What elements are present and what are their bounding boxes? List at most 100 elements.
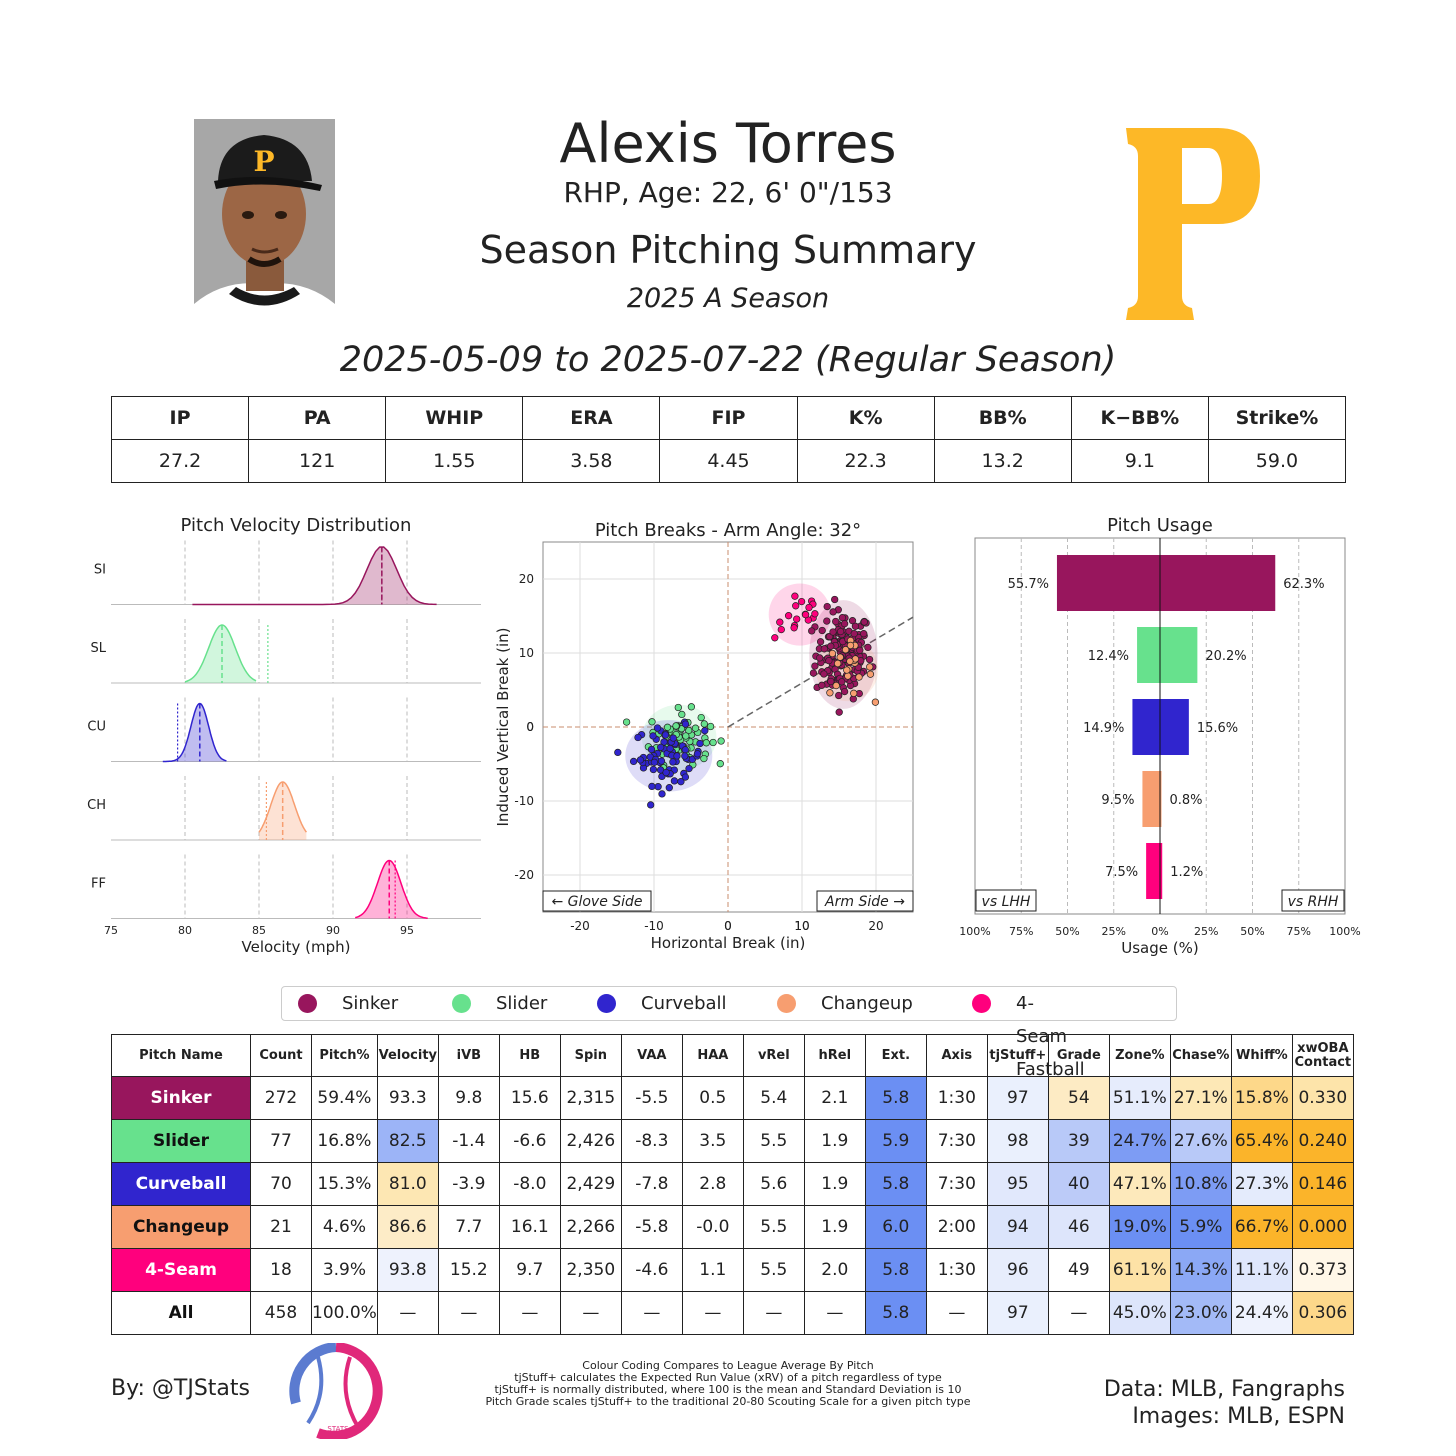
pitch-metric-cell: 7:30	[925, 1119, 988, 1163]
breaks-point	[836, 653, 844, 661]
pitch-metric-cell: -5.5	[620, 1076, 683, 1120]
stat-value-8: 59.0	[1207, 439, 1347, 483]
breaks-point	[685, 726, 693, 735]
pitch-metric-cell: 0.5	[681, 1076, 744, 1120]
pitch-metric-cell: -7.8	[620, 1162, 683, 1206]
usage-chart-title: Pitch Usage	[1107, 515, 1213, 536]
pitch-metric-cell: 94	[986, 1205, 1049, 1249]
pitch-metric-cell: -4.6	[620, 1248, 683, 1292]
breaks-point	[777, 625, 785, 634]
usage-bar-rhh-Sinker	[1160, 555, 1276, 611]
breaks-point	[829, 608, 837, 616]
usage-bar-rhh-Slider	[1160, 627, 1198, 683]
breaks-point	[649, 765, 658, 774]
usage-bar-rhh-Changeup	[1160, 771, 1162, 827]
pitch-metric-cell: 27.1%	[1169, 1076, 1232, 1120]
image-source: Images: MLB, ESPN	[1132, 1404, 1345, 1429]
breaks-point	[855, 673, 863, 681]
footer-note: Pitch Grade scales tjStuff+ to the tradi…	[485, 1395, 971, 1408]
breaks-point	[681, 720, 690, 728]
velocity-row-CH: CH	[87, 776, 481, 841]
pitch-metric-cell: 3.9%	[311, 1248, 378, 1292]
pitch-metric-cell: 7:30	[925, 1162, 988, 1206]
pitch-table-header: hRel	[803, 1034, 866, 1077]
pitch-metric-cell: 65.4%	[1230, 1119, 1293, 1163]
pitch-metric-cell: 5.5	[742, 1119, 805, 1163]
stat-value-0: 27.2	[110, 439, 250, 483]
usage-xtick: 25%	[1102, 925, 1126, 938]
pitch-metric-cell: 5.9	[864, 1119, 927, 1163]
pitch-metric-cell: 0.373	[1291, 1248, 1354, 1292]
pitch-table-header: HB	[498, 1034, 561, 1077]
breaks-point	[650, 758, 659, 766]
vs-rhh-box	[1281, 889, 1345, 912]
breaks-point	[823, 617, 831, 625]
breaks-point	[648, 718, 656, 726]
breaks-point	[816, 638, 825, 646]
pitch-legend: Sinker Slider Curveball Changeup 4-Seam Fast…	[281, 986, 1177, 1080]
pitch-metric-cell: 59.4%	[311, 1076, 378, 1120]
pitch-table-header: Velocity	[376, 1034, 439, 1077]
usage-xtick: 75%	[1009, 925, 1033, 938]
byline: By: @TJStats	[111, 1376, 251, 1401]
pitch-metric-cell: 10.8%	[1169, 1162, 1232, 1206]
breaks-ytick: -20	[514, 868, 534, 882]
velocity-chart-title: Pitch Velocity Distribution	[181, 515, 412, 536]
pitch-metric-cell: 6.0	[864, 1205, 927, 1249]
pitch-metric-cell: 2.1	[803, 1076, 866, 1120]
pitch-metric-cell: 5.4	[742, 1076, 805, 1120]
breaks-point	[844, 672, 852, 680]
breaks-point	[828, 649, 837, 658]
legend-label: Slider	[496, 993, 548, 1014]
pitch-table-header: Pitch Name	[111, 1034, 251, 1077]
breaks-point	[826, 689, 834, 697]
breaks-point	[654, 783, 662, 791]
breaks-point	[834, 659, 842, 668]
breaks-point	[871, 698, 880, 706]
breaks-point	[818, 681, 826, 689]
pitch-table-header: Grade	[1047, 1034, 1110, 1077]
usage-xtick: 100%	[959, 925, 990, 938]
breaks-ytick: 0	[526, 720, 534, 734]
stat-value-1: 121	[248, 439, 387, 483]
breaks-point	[823, 602, 831, 611]
breaks-ytick: 0	[526, 720, 534, 734]
breaks-point	[669, 734, 677, 742]
breaks-point	[838, 678, 846, 686]
pitch-metric-cell: -0.0	[681, 1205, 744, 1249]
stat-value-6: 13.2	[933, 439, 1072, 483]
breaks-point	[771, 634, 779, 642]
legend-marker	[597, 994, 616, 1013]
usage-bar-lhh-Slider	[1137, 627, 1160, 683]
breaks-point	[716, 760, 724, 768]
breaks-point	[696, 739, 704, 748]
pitch-name-cell: Slider	[111, 1119, 251, 1163]
breaks-point	[856, 646, 864, 654]
breaks-point	[717, 737, 725, 745]
velocity-curve-SI	[192, 546, 437, 606]
breaks-point	[831, 595, 839, 604]
breaks-point	[701, 727, 709, 735]
pitch-metric-cell: 15.8%	[1230, 1076, 1293, 1120]
pitch-metric-cell: 2,350	[559, 1248, 622, 1292]
breaks-point	[653, 724, 662, 732]
pitch-metric-cell: 3.5	[681, 1119, 744, 1163]
breaks-point	[793, 615, 801, 623]
velocity-curve-SL	[184, 624, 257, 683]
breaks-point	[700, 720, 708, 728]
breaks-point	[866, 663, 874, 671]
velocity-row-CU: CU	[87, 697, 481, 763]
velocity-curve-FF	[355, 859, 428, 919]
velocity-area-SL	[185, 625, 256, 683]
stat-header-0: IP	[110, 396, 250, 440]
stat-value-5: 22.3	[796, 439, 935, 483]
pitch-metric-cell: 98	[986, 1119, 1049, 1163]
player-info: RHP, Age: 22, 6' 0"/153	[563, 176, 893, 209]
pitch-metric-cell: 0.306	[1291, 1291, 1354, 1335]
tjstats-logo: STATS	[288, 1343, 384, 1439]
breaks-point	[797, 597, 806, 606]
pitch-metric-cell: 5.6	[742, 1162, 805, 1206]
legend-label: Changeup	[821, 993, 913, 1014]
breaks-xlabel: Horizontal Break (in)	[651, 934, 806, 952]
